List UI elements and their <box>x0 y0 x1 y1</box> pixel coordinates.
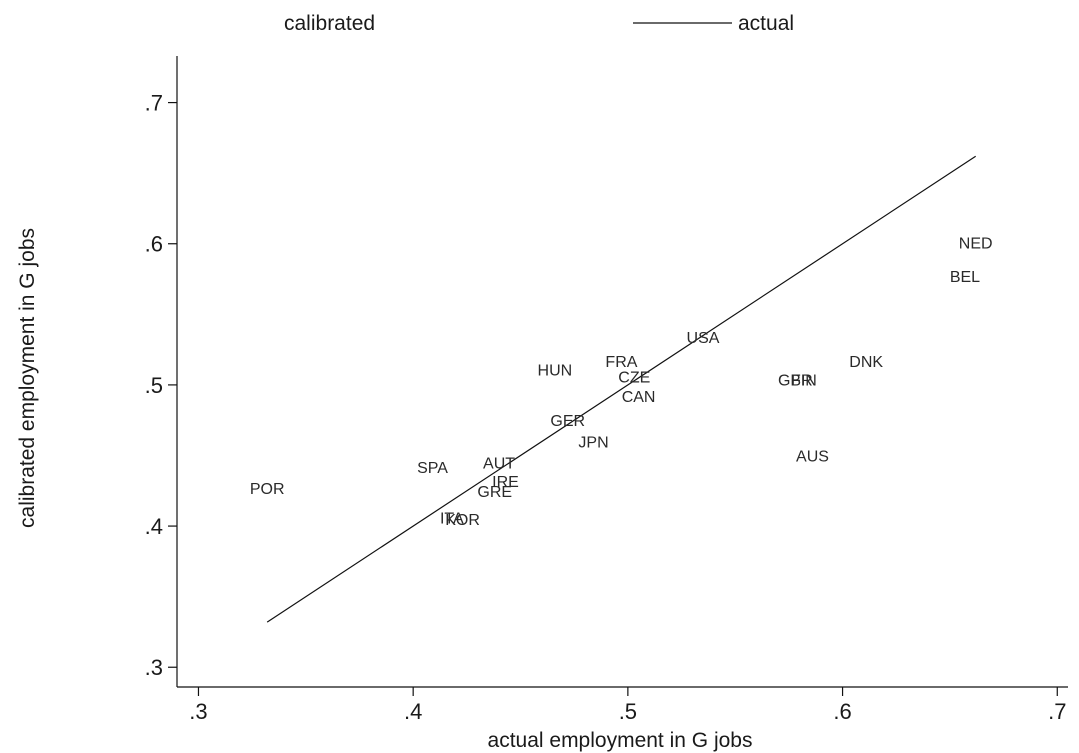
point-label-cze: CZE <box>618 369 650 386</box>
y-tick-label: .3 <box>145 655 163 680</box>
x-tick-label: .5 <box>619 699 637 724</box>
point-label-ita: ITA <box>440 511 464 528</box>
x-tick-label: .4 <box>404 699 422 724</box>
y-tick-label: .6 <box>145 232 163 257</box>
point-label-usa: USA <box>687 330 720 347</box>
x-axis-title: actual employment in G jobs <box>488 729 753 752</box>
point-label-gre: GRE <box>477 484 512 501</box>
series-line-actual <box>266 155 977 623</box>
point-label-por: POR <box>250 481 285 498</box>
point-label-ger: GER <box>550 413 585 430</box>
point-label-fin: FIN <box>791 372 817 389</box>
y-tick-label: .4 <box>145 514 163 539</box>
legend-label-actual: actual <box>738 12 794 35</box>
point-label-aus: AUS <box>796 448 829 465</box>
x-tick-label: .7 <box>1048 699 1066 724</box>
y-tick-label: .7 <box>145 91 163 116</box>
legend-label-calibrated: calibrated <box>284 12 375 35</box>
legend: calibrated actual <box>284 12 794 35</box>
point-label-fra: FRA <box>605 354 637 371</box>
point-label-dnk: DNK <box>849 354 883 371</box>
y-tick-label: .5 <box>145 373 163 398</box>
point-label-hun: HUN <box>538 362 573 379</box>
point-label-spa: SPA <box>417 460 448 477</box>
point-label-can: CAN <box>622 389 656 406</box>
y-ticks: .3 .4 .5 .6 .7 <box>145 91 177 680</box>
x-ticks: .3 .4 .5 .6 .7 <box>189 687 1066 724</box>
x-tick-label: .6 <box>833 699 851 724</box>
y-axis-title: calibrated employment in G jobs <box>16 228 39 528</box>
point-label-aut: AUT <box>483 456 515 473</box>
point-label-ned: NED <box>959 235 993 252</box>
point-label-jpn: JPN <box>578 434 608 451</box>
x-tick-label: .3 <box>189 699 207 724</box>
point-label-gbr: GBR <box>778 372 813 389</box>
point-label-ire: IRE <box>492 474 519 491</box>
y-axis: .3 .4 .5 .6 .7 calibrated employment in G jo… <box>16 56 178 687</box>
x-axis: .3 .4 .5 .6 .7 actual employment in G jobs <box>177 686 1068 752</box>
point-label-bel: BEL <box>950 269 980 286</box>
point-label-kor: KOR <box>445 512 480 529</box>
